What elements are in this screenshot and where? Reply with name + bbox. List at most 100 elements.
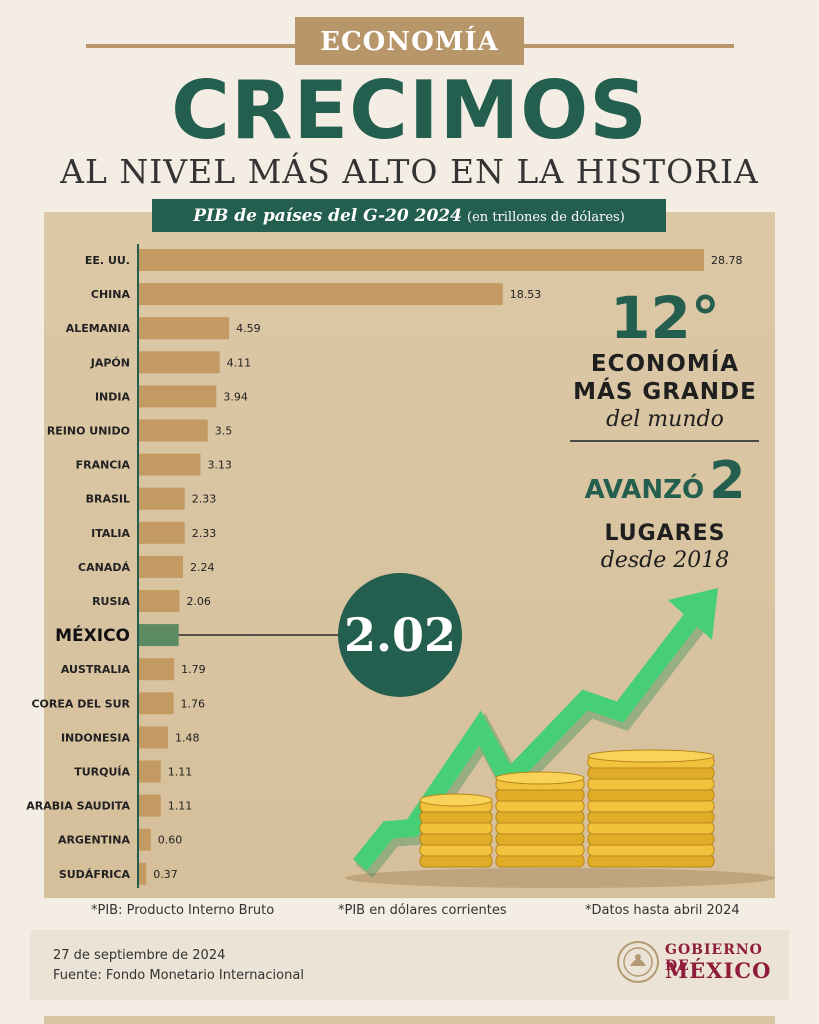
bar-japon xyxy=(139,351,220,374)
coin-top xyxy=(419,793,493,807)
title-rule-left xyxy=(86,44,296,48)
advance-number: 2 xyxy=(709,451,746,511)
callout-divider xyxy=(570,440,759,442)
bar-china xyxy=(139,283,503,306)
value-label-japon: 4.11 xyxy=(227,356,252,369)
coin-top xyxy=(587,749,715,763)
subheadline: AL NIVEL MÁS ALTO EN LA HISTORIA xyxy=(60,152,759,191)
coin xyxy=(419,832,493,846)
coin xyxy=(419,854,493,868)
category-label-ee-uu: EE. UU. xyxy=(85,254,130,267)
bar-turquia xyxy=(139,760,161,783)
bar-arabia-saudita xyxy=(139,794,161,817)
footer: 27 de septiembre de 2024 Fuente: Fondo M… xyxy=(30,930,789,1000)
coin xyxy=(587,766,715,780)
coin xyxy=(495,843,585,857)
rank-line-1: ECONOMÍA xyxy=(590,351,740,377)
title-rule-right xyxy=(524,44,734,48)
advance-line-2: LUGARES xyxy=(604,521,726,546)
category-label-corea-del-sur: COREA DEL SUR xyxy=(31,697,130,710)
category-label-canada: CANADÁ xyxy=(78,561,130,574)
advance-word: AVANZÓ xyxy=(584,475,705,505)
rank-number: 12° xyxy=(610,284,720,352)
value-label-sudafrica: 0.37 xyxy=(153,868,178,881)
rank-line-3: del mundo xyxy=(606,407,724,432)
coin-top xyxy=(495,771,585,785)
category-label-argentina: ARGENTINA xyxy=(58,834,131,847)
bar-italia xyxy=(139,521,185,544)
bar-ee-uu xyxy=(139,249,704,271)
government-seal-icon xyxy=(617,941,659,983)
chart-units: (en trillones de dólares) xyxy=(467,210,625,225)
category-label-japon: JAPÓN xyxy=(90,356,130,369)
footer-date: 27 de septiembre de 2024 xyxy=(53,948,226,963)
value-label-alemania: 4.59 xyxy=(236,322,260,335)
coin xyxy=(587,777,715,791)
bar-australia xyxy=(139,658,175,681)
bar-india xyxy=(139,385,217,408)
gov-logo-line-1: GOBIERNO DE xyxy=(665,942,763,974)
value-label-rusia: 2.06 xyxy=(186,595,211,608)
value-label-canada: 2.24 xyxy=(190,561,215,574)
bar-alemania xyxy=(139,317,230,340)
bar-canada xyxy=(139,555,183,578)
category-label-arabia-saudita: ARABIA SAUDITA xyxy=(26,800,130,813)
coin xyxy=(587,788,715,802)
value-label-indonesia: 1.48 xyxy=(175,731,200,744)
bar-corea-del-sur xyxy=(139,692,174,715)
bar-mexico xyxy=(139,624,179,647)
coin xyxy=(419,821,493,835)
category-label-mexico: MÉXICO xyxy=(55,624,130,646)
bar-brasil xyxy=(139,487,185,510)
value-label-francia: 3.13 xyxy=(207,459,232,472)
gov-logo-line-2: MÉXICO xyxy=(665,958,772,983)
value-label-corea-del-sur: 1.76 xyxy=(181,697,206,710)
value-label-india: 3.94 xyxy=(223,390,248,403)
coin xyxy=(587,799,715,813)
value-label-argentina: 0.60 xyxy=(158,834,183,847)
coin-stacks-illustration xyxy=(419,749,715,868)
value-label-china: 18.53 xyxy=(510,288,541,301)
bar-indonesia xyxy=(139,726,169,749)
section-tag: ECONOMÍA xyxy=(295,17,524,65)
coin xyxy=(587,810,715,824)
mexico-value-bubble xyxy=(338,573,462,697)
coin xyxy=(495,810,585,824)
footnote-current-dollars: *PIB en dólares corrientes xyxy=(338,903,507,918)
advance-line-3: desde 2018 xyxy=(600,548,730,573)
category-label-china: CHINA xyxy=(91,288,131,301)
category-label-brasil: BRASIL xyxy=(86,493,130,506)
coin xyxy=(495,854,585,868)
growth-illustration xyxy=(345,588,775,888)
coin xyxy=(587,832,715,846)
coin xyxy=(495,799,585,813)
value-label-ee-uu: 28.78 xyxy=(711,254,743,267)
coin xyxy=(419,810,493,824)
category-label-sudafrica: SUDÁFRICA xyxy=(59,868,131,881)
rank-callout: 12° ECONOMÍA MÁS GRANDE del mundo xyxy=(560,286,770,434)
footer-source: Fuente: Fondo Monetario Internacional xyxy=(53,968,304,983)
rank-line-2: MÁS GRANDE xyxy=(573,379,757,405)
category-label-italia: ITALIA xyxy=(91,527,130,540)
value-label-arabia-saudita: 1.11 xyxy=(168,800,193,813)
value-label-reino-unido: 3.5 xyxy=(215,425,233,438)
coin xyxy=(587,821,715,835)
bar-argentina xyxy=(139,828,151,851)
chart-title-banner: PIB de países del G-20 2024 (en trillone… xyxy=(152,199,666,232)
coin xyxy=(419,843,493,857)
footnote-pib: *PIB: Producto Interno Bruto xyxy=(91,903,275,918)
coin xyxy=(495,832,585,846)
coin xyxy=(495,788,585,802)
category-label-india: INDIA xyxy=(95,390,131,403)
mexico-value-label: 2.02 xyxy=(344,608,456,662)
value-label-australia: 1.79 xyxy=(181,663,206,676)
value-label-italia: 2.33 xyxy=(192,527,217,540)
footnote-data-date: *Datos hasta abril 2024 xyxy=(585,903,740,918)
value-label-brasil: 2.33 xyxy=(192,493,217,506)
category-label-francia: FRANCIA xyxy=(76,459,131,472)
bottom-strip xyxy=(44,1016,775,1024)
coin xyxy=(587,843,715,857)
category-label-indonesia: INDONESIA xyxy=(61,731,131,744)
category-label-rusia: RUSIA xyxy=(92,595,130,608)
advance-callout: AVANZÓ 2 LUGARES desde 2018 xyxy=(560,452,770,576)
